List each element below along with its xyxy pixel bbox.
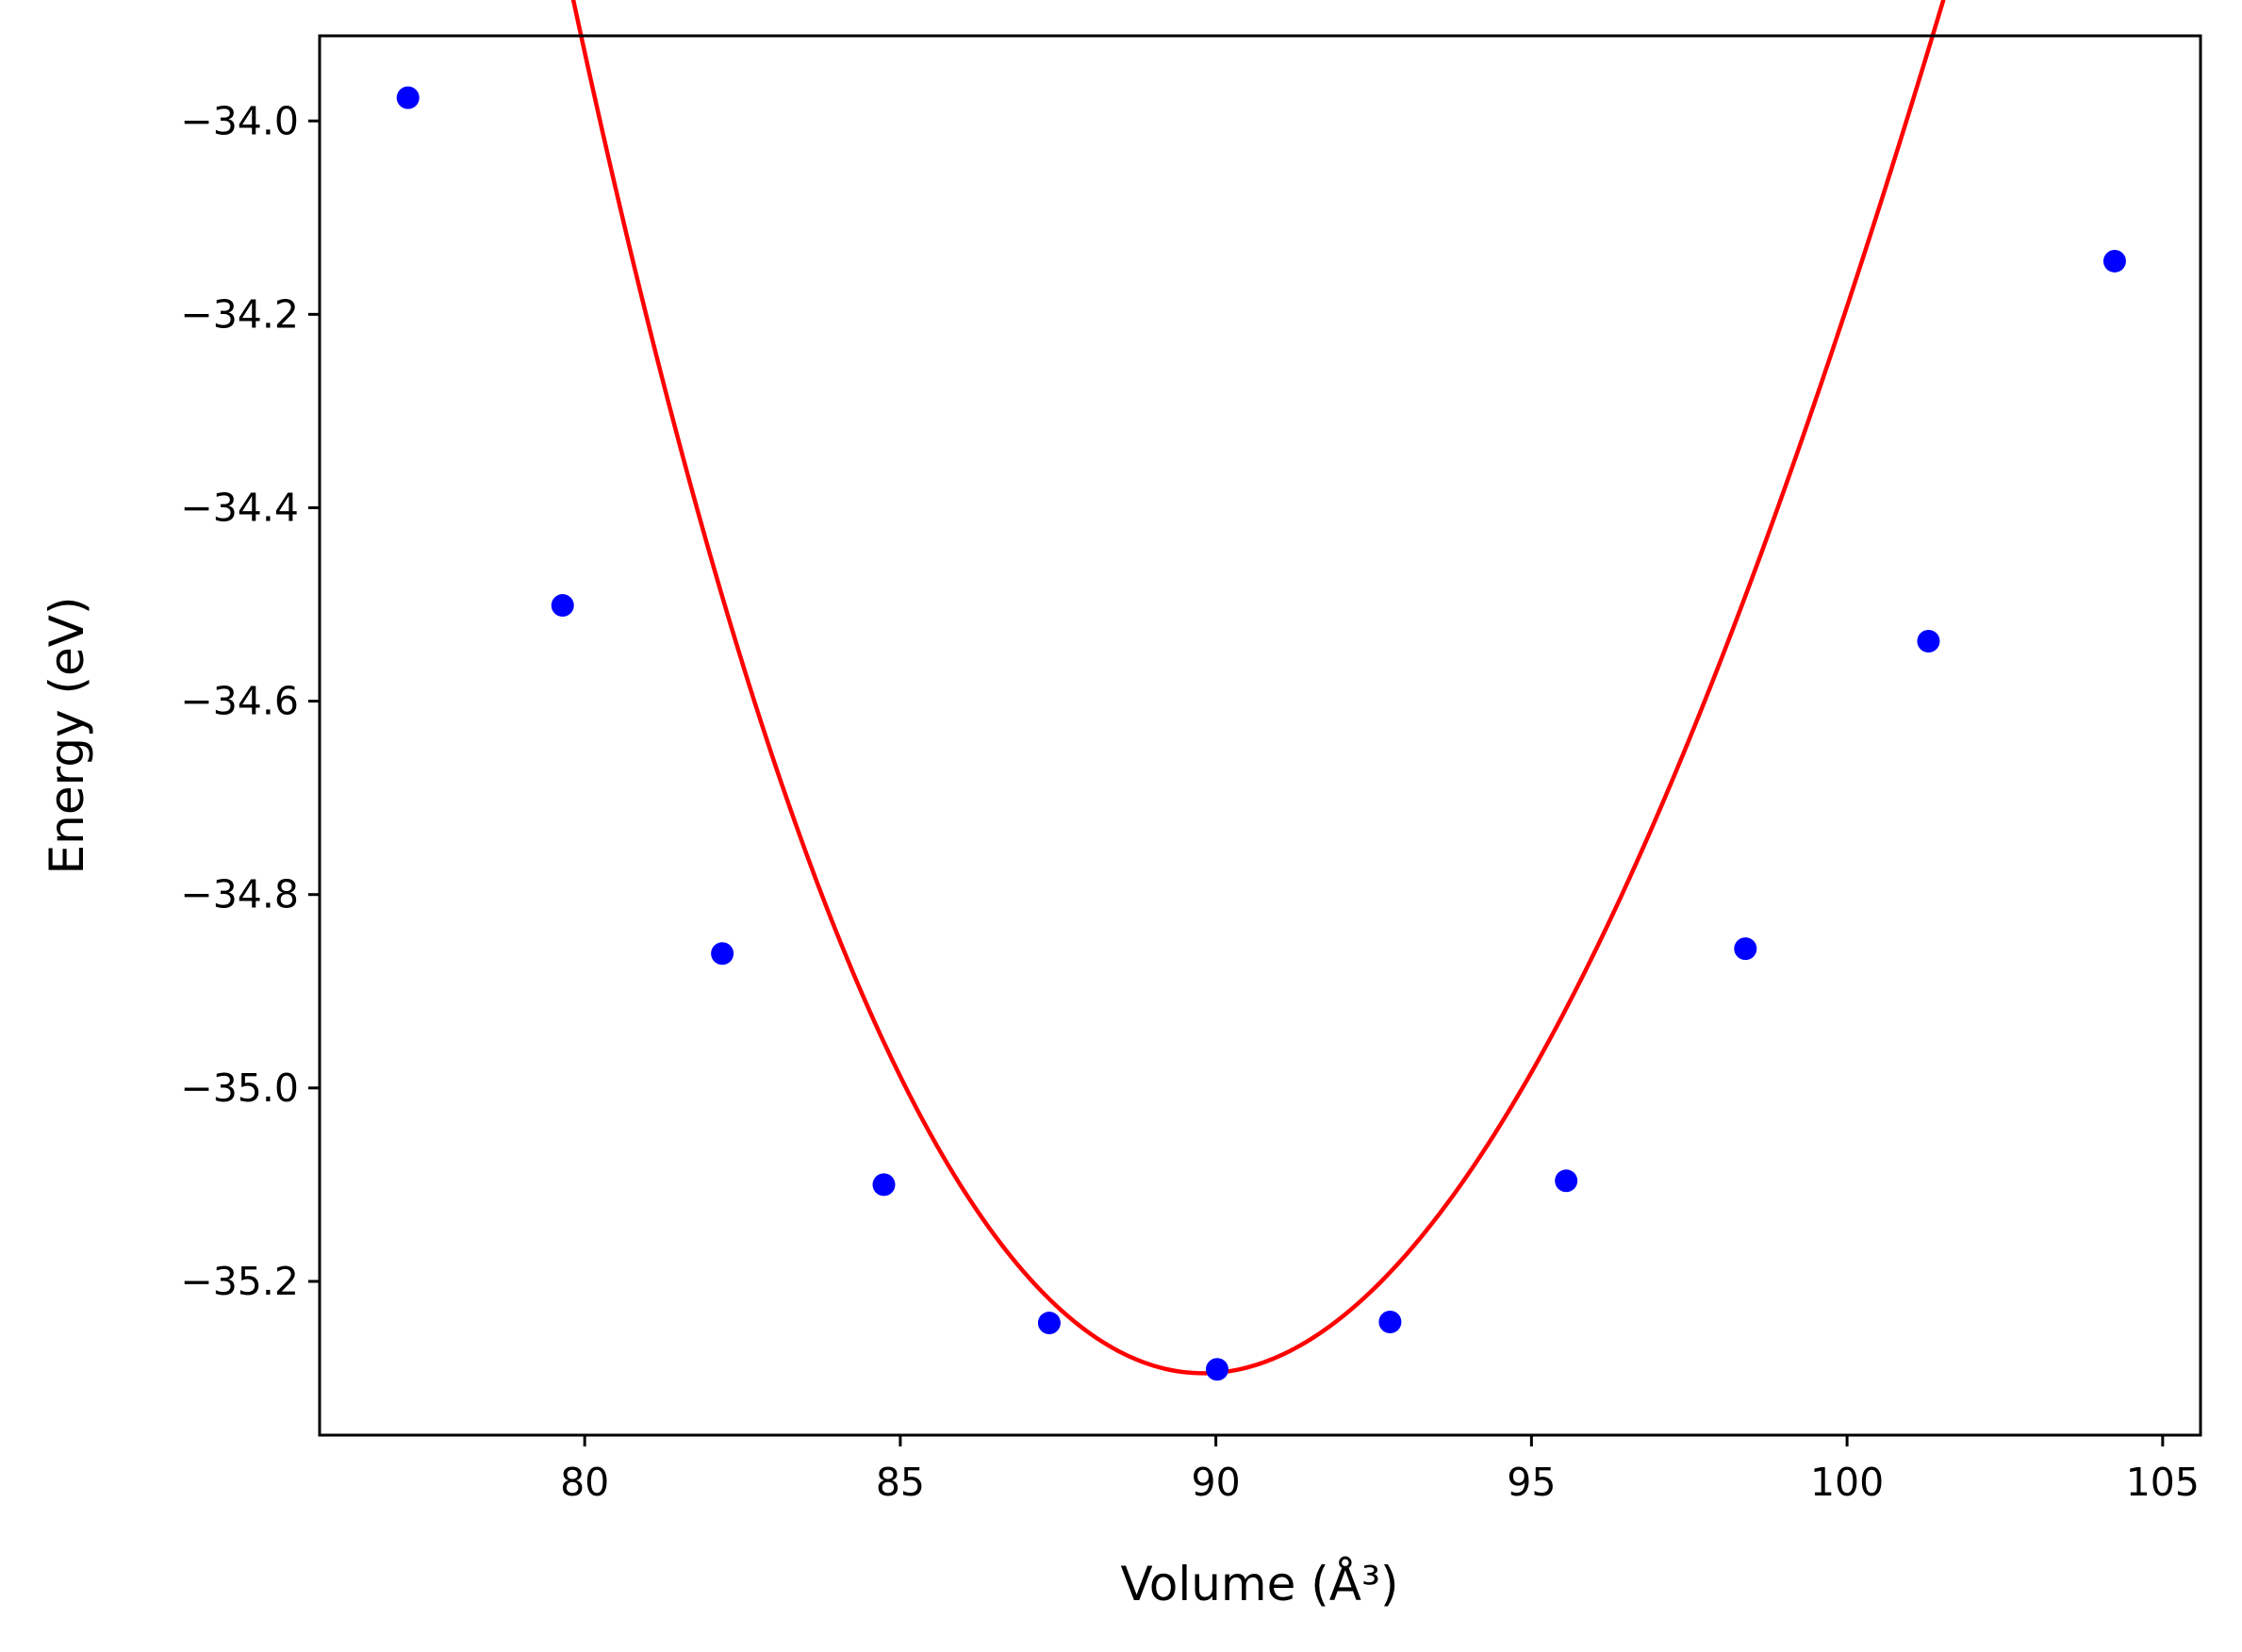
data-point <box>396 86 420 109</box>
x-tick-label: 85 <box>876 1460 925 1505</box>
x-axis-label: Volume (Å³) <box>1120 1557 1398 1611</box>
data-point <box>872 1173 896 1197</box>
x-tick-label: 80 <box>560 1460 609 1505</box>
data-point <box>2102 249 2126 273</box>
y-tick-label: −34.4 <box>180 485 299 530</box>
y-tick-label: −34.8 <box>180 872 299 917</box>
data-point <box>1917 630 1940 653</box>
data-point <box>1734 937 1757 961</box>
plot-frame <box>318 34 2202 1437</box>
x-tick-label: 100 <box>1810 1460 1884 1505</box>
data-point <box>1037 1312 1061 1335</box>
x-tick-label: 95 <box>1507 1460 1556 1505</box>
x-tick-label: 105 <box>2126 1460 2200 1505</box>
data-point <box>551 594 574 618</box>
y-tick-label: −34.6 <box>180 679 299 724</box>
x-tick-label: 90 <box>1192 1460 1241 1505</box>
y-tick-label: −34.2 <box>180 291 299 337</box>
y-axis-ticks: −34.0 −34.2 −34.4 −34.6 −34.8 −35.0 −35.2 <box>180 98 320 1304</box>
data-point <box>711 942 734 966</box>
data-point <box>1555 1169 1578 1193</box>
fit-curve-layer <box>570 0 1946 1376</box>
data-point <box>1378 1311 1402 1334</box>
y-axis-label: Energy (eV) <box>40 597 94 875</box>
y-tick-label: −35.0 <box>180 1066 299 1111</box>
x-axis-ticks: 80 85 90 95 100 105 <box>560 1435 2200 1505</box>
data-points-layer <box>396 86 2126 1381</box>
fit-curve-line <box>570 0 1946 1376</box>
y-tick-label: −35.2 <box>180 1259 299 1304</box>
y-tick-label: −34.0 <box>180 98 299 143</box>
data-point <box>1205 1358 1228 1381</box>
